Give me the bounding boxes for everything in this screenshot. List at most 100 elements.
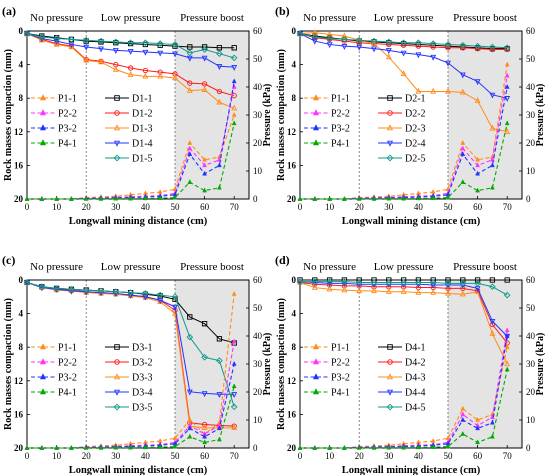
legend-marker	[387, 110, 393, 116]
x-tick-label: 30	[111, 451, 121, 461]
data-point-D2-3	[445, 87, 451, 94]
legend-marker	[113, 154, 121, 162]
data-point-D3-4	[157, 298, 164, 304]
legend-marker	[312, 139, 320, 146]
legend-item-P3-2: P3-2	[304, 373, 350, 384]
data-point-P4-1	[83, 195, 89, 201]
legend-item-D1-3: D1-3	[105, 124, 153, 135]
panel-label: (c)	[2, 253, 15, 267]
data-point-P4-1	[341, 444, 347, 450]
y-tick-right-label: 0	[526, 443, 531, 453]
data-point-D3-5	[127, 289, 134, 296]
legend-item-P1-1: P1-1	[304, 94, 350, 105]
data-point-D1-3	[216, 98, 223, 105]
legend-marker	[114, 344, 120, 350]
y-tick-right-label: 40	[253, 331, 263, 341]
data-point-D1-4	[98, 46, 104, 53]
data-point-D3-5	[53, 285, 60, 292]
legend-label: P1-1	[58, 94, 77, 105]
data-point-P4-1	[216, 436, 222, 442]
data-point-D4-5	[370, 279, 378, 286]
y-axis-left-title: Rock masses compaction (mm)	[3, 298, 14, 430]
data-point-D1-4	[231, 64, 238, 71]
data-point-P3-2	[202, 433, 208, 439]
data-point-P4-1	[312, 195, 318, 201]
y-tick-right-label: 30	[253, 110, 263, 120]
y-tick-right-label: 40	[526, 331, 536, 341]
y-tick-right-label: 20	[253, 138, 263, 148]
legend-item-D2-3: D2-3	[378, 124, 426, 135]
data-point-P2-2	[216, 156, 222, 162]
data-point-D3-5	[38, 283, 46, 291]
data-point-P3-2	[504, 83, 510, 89]
x-tick-label: 40	[141, 451, 151, 461]
data-point-D2-5	[489, 43, 496, 51]
legend-item-D2-4: D2-4	[378, 139, 426, 150]
x-tick-label: 0	[298, 202, 303, 212]
data-point-D4-3	[371, 287, 377, 294]
data-point-D1-5	[82, 36, 90, 44]
data-point-D1-3	[127, 70, 134, 77]
legend-marker	[386, 124, 394, 131]
x-tick-label: 30	[384, 202, 394, 212]
y-tick-left-label: 8	[19, 342, 24, 352]
legend-label: D4-1	[405, 343, 426, 354]
data-point-D4-3	[356, 287, 363, 294]
data-point-D4-5	[459, 280, 467, 287]
zone-label: Low pressure	[101, 261, 161, 273]
data-point-P4-1	[54, 444, 60, 450]
data-point-D3-2	[231, 423, 237, 429]
x-tick-label: 0	[25, 451, 30, 461]
data-point-P4-1	[68, 444, 74, 450]
data-point-D4-1	[489, 277, 496, 283]
data-point-D4-5	[400, 279, 407, 286]
series-line-D4-5	[300, 281, 508, 296]
legend-marker	[113, 403, 121, 411]
x-tick-label: 60	[473, 202, 483, 212]
data-point-D2-5	[429, 40, 437, 47]
data-point-P3-2	[216, 162, 222, 168]
data-point-D3-4	[201, 391, 208, 398]
data-point-D3-5	[23, 279, 31, 286]
y-tick-right-label: 50	[253, 303, 263, 313]
x-tick-label: 10	[52, 451, 62, 461]
data-point-D1-2	[231, 93, 237, 99]
data-point-P2-2	[504, 327, 510, 333]
data-point-D4-1	[504, 277, 510, 283]
legend-item-P4-1: P4-1	[31, 139, 77, 150]
y-axis-left-title: Rock masses compaction (mm)	[276, 298, 287, 430]
data-point-P1-1	[504, 61, 510, 67]
data-point-P1-1	[475, 156, 481, 162]
series-line-P4-1	[300, 123, 508, 200]
data-point-P3-2	[475, 425, 481, 431]
legend-item-P3-2: P3-2	[31, 373, 77, 384]
y-tick-left-label: 4	[19, 60, 24, 70]
y-tick-left-label: 20	[287, 194, 297, 204]
series-line-D1-2	[26, 33, 235, 97]
x-tick-label: 40	[141, 202, 151, 212]
data-point-P2-2	[475, 162, 481, 168]
data-point-D2-5	[385, 38, 393, 46]
data-point-P3-2	[489, 162, 495, 168]
legend-item-D3-5: D3-5	[105, 403, 153, 414]
data-point-P4-1	[113, 195, 119, 201]
data-point-P4-1	[489, 433, 495, 439]
chart-panel-1: No pressure Low pressure Pressure boost 0 10…	[2, 4, 273, 227]
x-tick-label: 60	[200, 451, 210, 461]
data-point-D1-3	[98, 58, 104, 65]
data-point-D2-2	[504, 46, 510, 53]
y-tick-right-label: 20	[526, 387, 536, 397]
data-point-D2-2	[445, 45, 451, 51]
x-tick-label: 0	[25, 202, 30, 212]
data-point-D2-5	[296, 30, 304, 37]
data-point-P4-1	[475, 439, 481, 445]
data-point-P4-1	[371, 444, 377, 450]
data-point-P1-1	[504, 344, 510, 349]
data-point-P4-1	[489, 184, 495, 190]
data-point-P4-1	[202, 187, 208, 193]
data-point-P2-2	[460, 145, 466, 151]
y-tick-right-label: 60	[526, 275, 536, 285]
y-tick-right-label: 10	[253, 166, 263, 176]
legend-label: P4-1	[331, 139, 350, 150]
data-point-D1-3	[231, 104, 238, 111]
